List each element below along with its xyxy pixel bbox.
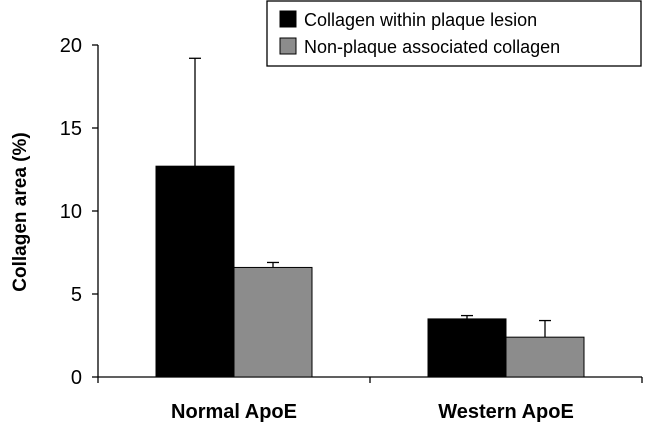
plot-area: 0 5 10 15 20 Normal ApoE Western ApoE (60, 35, 643, 423)
bar-plaque-1 (427, 318, 507, 378)
bar-nonplaque-0 (233, 266, 313, 378)
legend-box (266, 0, 642, 67)
legend-swatch (279, 10, 297, 28)
y-tick-label: 15 (60, 118, 82, 140)
y-tick-label: 0 (71, 367, 82, 389)
bar-plaque-0 (155, 165, 235, 378)
legend-swatch (279, 37, 297, 55)
x-category-label: Western ApoE (438, 401, 574, 423)
legend-label: Collagen within plaque lesion (304, 10, 537, 30)
y-tick-label: 5 (71, 284, 82, 306)
legend: Collagen within plaque lesion Non-plaque … (266, 0, 642, 67)
legend-label: Non-plaque associated collagen (304, 37, 560, 57)
y-axis-label: Collagen area (%) (10, 132, 31, 291)
bar-nonplaque-1 (505, 336, 585, 378)
y-tick-label: 10 (60, 201, 82, 223)
x-category-label: Normal ApoE (171, 401, 297, 423)
y-tick-label: 20 (60, 35, 82, 57)
